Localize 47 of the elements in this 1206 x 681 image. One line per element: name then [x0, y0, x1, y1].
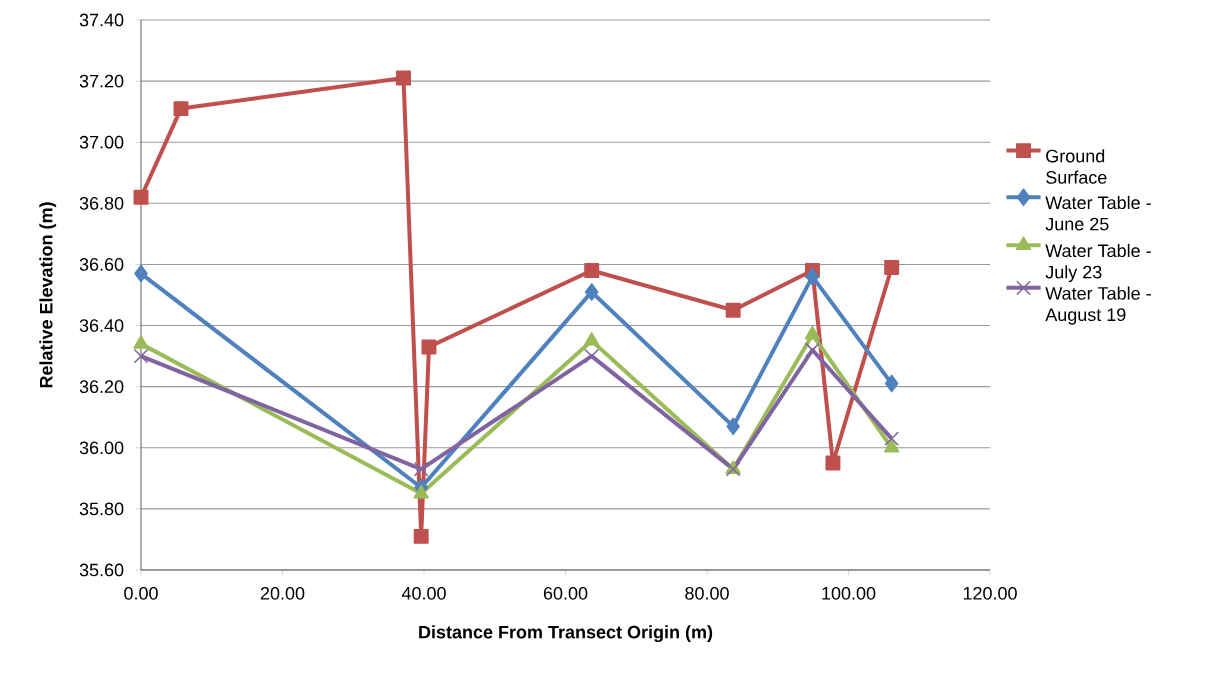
point — [583, 332, 600, 346]
x-tick-label: 80.00 — [685, 586, 729, 600]
x-tick-label: 40.00 — [401, 586, 446, 600]
y-tick-label: 37.00 — [79, 135, 124, 149]
y-tick-label: 35.60 — [79, 563, 124, 577]
y-tick-label: 37.20 — [79, 74, 124, 88]
legend-label: Water Table - July 23 — [1045, 243, 1151, 283]
point — [884, 374, 899, 393]
legend-label: Water Table - August 19 — [1045, 286, 1151, 325]
point — [413, 528, 429, 544]
point — [883, 438, 900, 453]
point — [805, 342, 820, 358]
point — [884, 260, 900, 275]
legend-label: Ground Surface — [1046, 149, 1107, 184]
y-tick-label: 36.20 — [79, 380, 124, 394]
x-axis-title: Distance From Transect Origin (m) — [419, 625, 713, 643]
y-tick-label: 36.60 — [79, 258, 124, 271]
x-tick-label: 0.00 — [124, 586, 158, 600]
y-tick-label: 36.80 — [79, 196, 124, 210]
x-tick-label: 60.00 — [543, 586, 588, 600]
point — [421, 339, 437, 355]
point — [413, 484, 429, 499]
x-tick-label: 100.00 — [822, 586, 876, 600]
point — [133, 189, 149, 205]
legend-label: Water Table - June 25 — [1045, 195, 1151, 231]
y-axis-title: Relative Elevation (m) — [39, 202, 57, 388]
point — [825, 455, 841, 471]
y-tick-label: 36.00 — [79, 441, 124, 455]
point — [726, 417, 740, 436]
point — [396, 70, 411, 86]
point — [134, 264, 148, 283]
x-tick-label: 120.00 — [963, 586, 1017, 600]
point — [584, 283, 599, 301]
point — [725, 302, 741, 318]
point — [584, 348, 600, 364]
point — [884, 431, 900, 446]
point — [584, 263, 600, 279]
point — [173, 101, 189, 117]
point — [133, 348, 149, 364]
y-tick-label: 36.40 — [79, 319, 124, 332]
point — [133, 335, 149, 349]
x-tick-label: 20.00 — [260, 586, 305, 600]
y-tick-label: 35.80 — [79, 502, 124, 516]
y-tick-label: 37.40 — [79, 13, 124, 27]
point — [413, 461, 429, 477]
point — [805, 267, 820, 286]
point — [804, 325, 821, 340]
